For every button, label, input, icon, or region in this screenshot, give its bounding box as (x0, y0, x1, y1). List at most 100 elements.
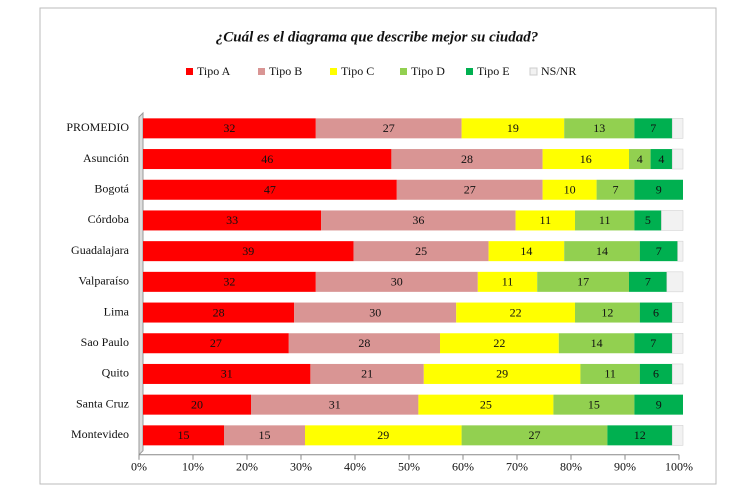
data-label: 9 (656, 397, 662, 411)
y-tick-label: Valparaíso (78, 274, 129, 288)
bar-segment (575, 302, 640, 323)
bar-segment (294, 302, 457, 323)
x-tick-label: 10% (182, 459, 204, 473)
bar-segment (461, 118, 565, 139)
x-tick-label: 30% (290, 459, 312, 473)
data-label: 28 (213, 305, 225, 319)
y-tick-label: Quito (102, 366, 129, 380)
data-label: 14 (520, 244, 532, 258)
data-label: 14 (591, 336, 603, 350)
y-tick-label: Sao Paulo (81, 335, 129, 349)
x-tick-label: 80% (560, 459, 582, 473)
bar-segment (564, 118, 635, 139)
bar-segment (143, 425, 224, 446)
bar-segment (671, 148, 684, 170)
data-label: 47 (264, 183, 276, 197)
bar-segment (143, 149, 392, 170)
data-label: 19 (507, 121, 519, 135)
bar-segment (634, 210, 662, 231)
bar-segment (143, 271, 316, 292)
bar-segment (639, 302, 673, 323)
data-label: 7 (656, 244, 662, 258)
data-label: 31 (221, 367, 233, 381)
bar-segment (423, 363, 581, 384)
bar-segment (224, 425, 305, 446)
data-label: 29 (496, 367, 508, 381)
data-label: 29 (377, 428, 389, 442)
data-label: 15 (588, 397, 600, 411)
data-label: 25 (480, 397, 492, 411)
legend-label: Tipo E (477, 64, 510, 78)
bar-segment (634, 179, 683, 200)
bar-segment (639, 363, 673, 384)
bar-segment (418, 394, 554, 415)
data-label: 10 (564, 183, 576, 197)
data-label: 22 (493, 336, 505, 350)
data-label: 28 (358, 336, 370, 350)
bar-segment (143, 118, 316, 139)
legend-swatch (466, 68, 473, 75)
x-tick-label: 50% (398, 459, 420, 473)
bar-segment (143, 210, 322, 231)
data-label: 15 (178, 428, 190, 442)
data-label: 11 (502, 275, 514, 289)
legend-swatch (258, 68, 265, 75)
bar-segment (288, 333, 440, 354)
x-tick-label: 70% (506, 459, 528, 473)
bar-segment (650, 149, 673, 170)
bar-segment (537, 271, 629, 292)
bar-segment (315, 271, 478, 292)
bar-segment (143, 241, 354, 262)
bar-segment (515, 210, 575, 231)
data-label: 21 (361, 367, 373, 381)
data-label: 36 (412, 213, 424, 227)
bar-segment (671, 363, 684, 385)
bar-segment (143, 302, 295, 323)
data-label: 31 (329, 397, 341, 411)
data-label: 4 (658, 152, 664, 166)
bar-segment (542, 179, 597, 200)
axis-wall (138, 111, 144, 456)
bar-segment (677, 240, 684, 262)
bar-segment (564, 241, 640, 262)
legend-label: NS/NR (541, 64, 576, 78)
bar-segment (321, 210, 516, 231)
bar-segment (639, 241, 678, 262)
data-label: 7 (650, 121, 656, 135)
bar-segment (553, 394, 635, 415)
y-tick-label: Asunción (83, 151, 129, 165)
x-tick-label: 60% (452, 459, 474, 473)
data-label: 27 (210, 336, 222, 350)
bar-segment (671, 118, 684, 139)
legend-label: Tipo D (411, 64, 445, 78)
x-tick-label: 40% (344, 459, 366, 473)
y-tick-label: Guadalajara (71, 243, 130, 257)
legend-swatch (400, 68, 407, 75)
bar-segment (634, 118, 673, 139)
data-label: 25 (415, 244, 427, 258)
bar-segment (456, 302, 575, 323)
legend-label: Tipo C (341, 64, 374, 78)
x-tick-label: 20% (236, 459, 258, 473)
data-label: 33 (226, 213, 238, 227)
bar-segment (396, 179, 543, 200)
bar-segment (305, 425, 462, 446)
x-tick-label: 100% (665, 459, 693, 473)
bar-segment (629, 149, 651, 170)
legend-label: Tipo B (269, 64, 302, 78)
y-tick-label: Córdoba (88, 212, 130, 226)
data-label: 11 (540, 213, 552, 227)
bar-segment (634, 333, 673, 354)
data-label: 11 (604, 367, 616, 381)
bar-segment (143, 333, 289, 354)
data-label: 12 (601, 305, 613, 319)
legend-label: Tipo A (197, 64, 231, 78)
bar-segment (488, 241, 565, 262)
data-label: 22 (510, 305, 522, 319)
legend-swatch (186, 68, 193, 75)
data-label: 30 (391, 275, 403, 289)
bar-segment (542, 149, 629, 170)
data-label: 7 (650, 336, 656, 350)
bar-segment (143, 394, 251, 415)
